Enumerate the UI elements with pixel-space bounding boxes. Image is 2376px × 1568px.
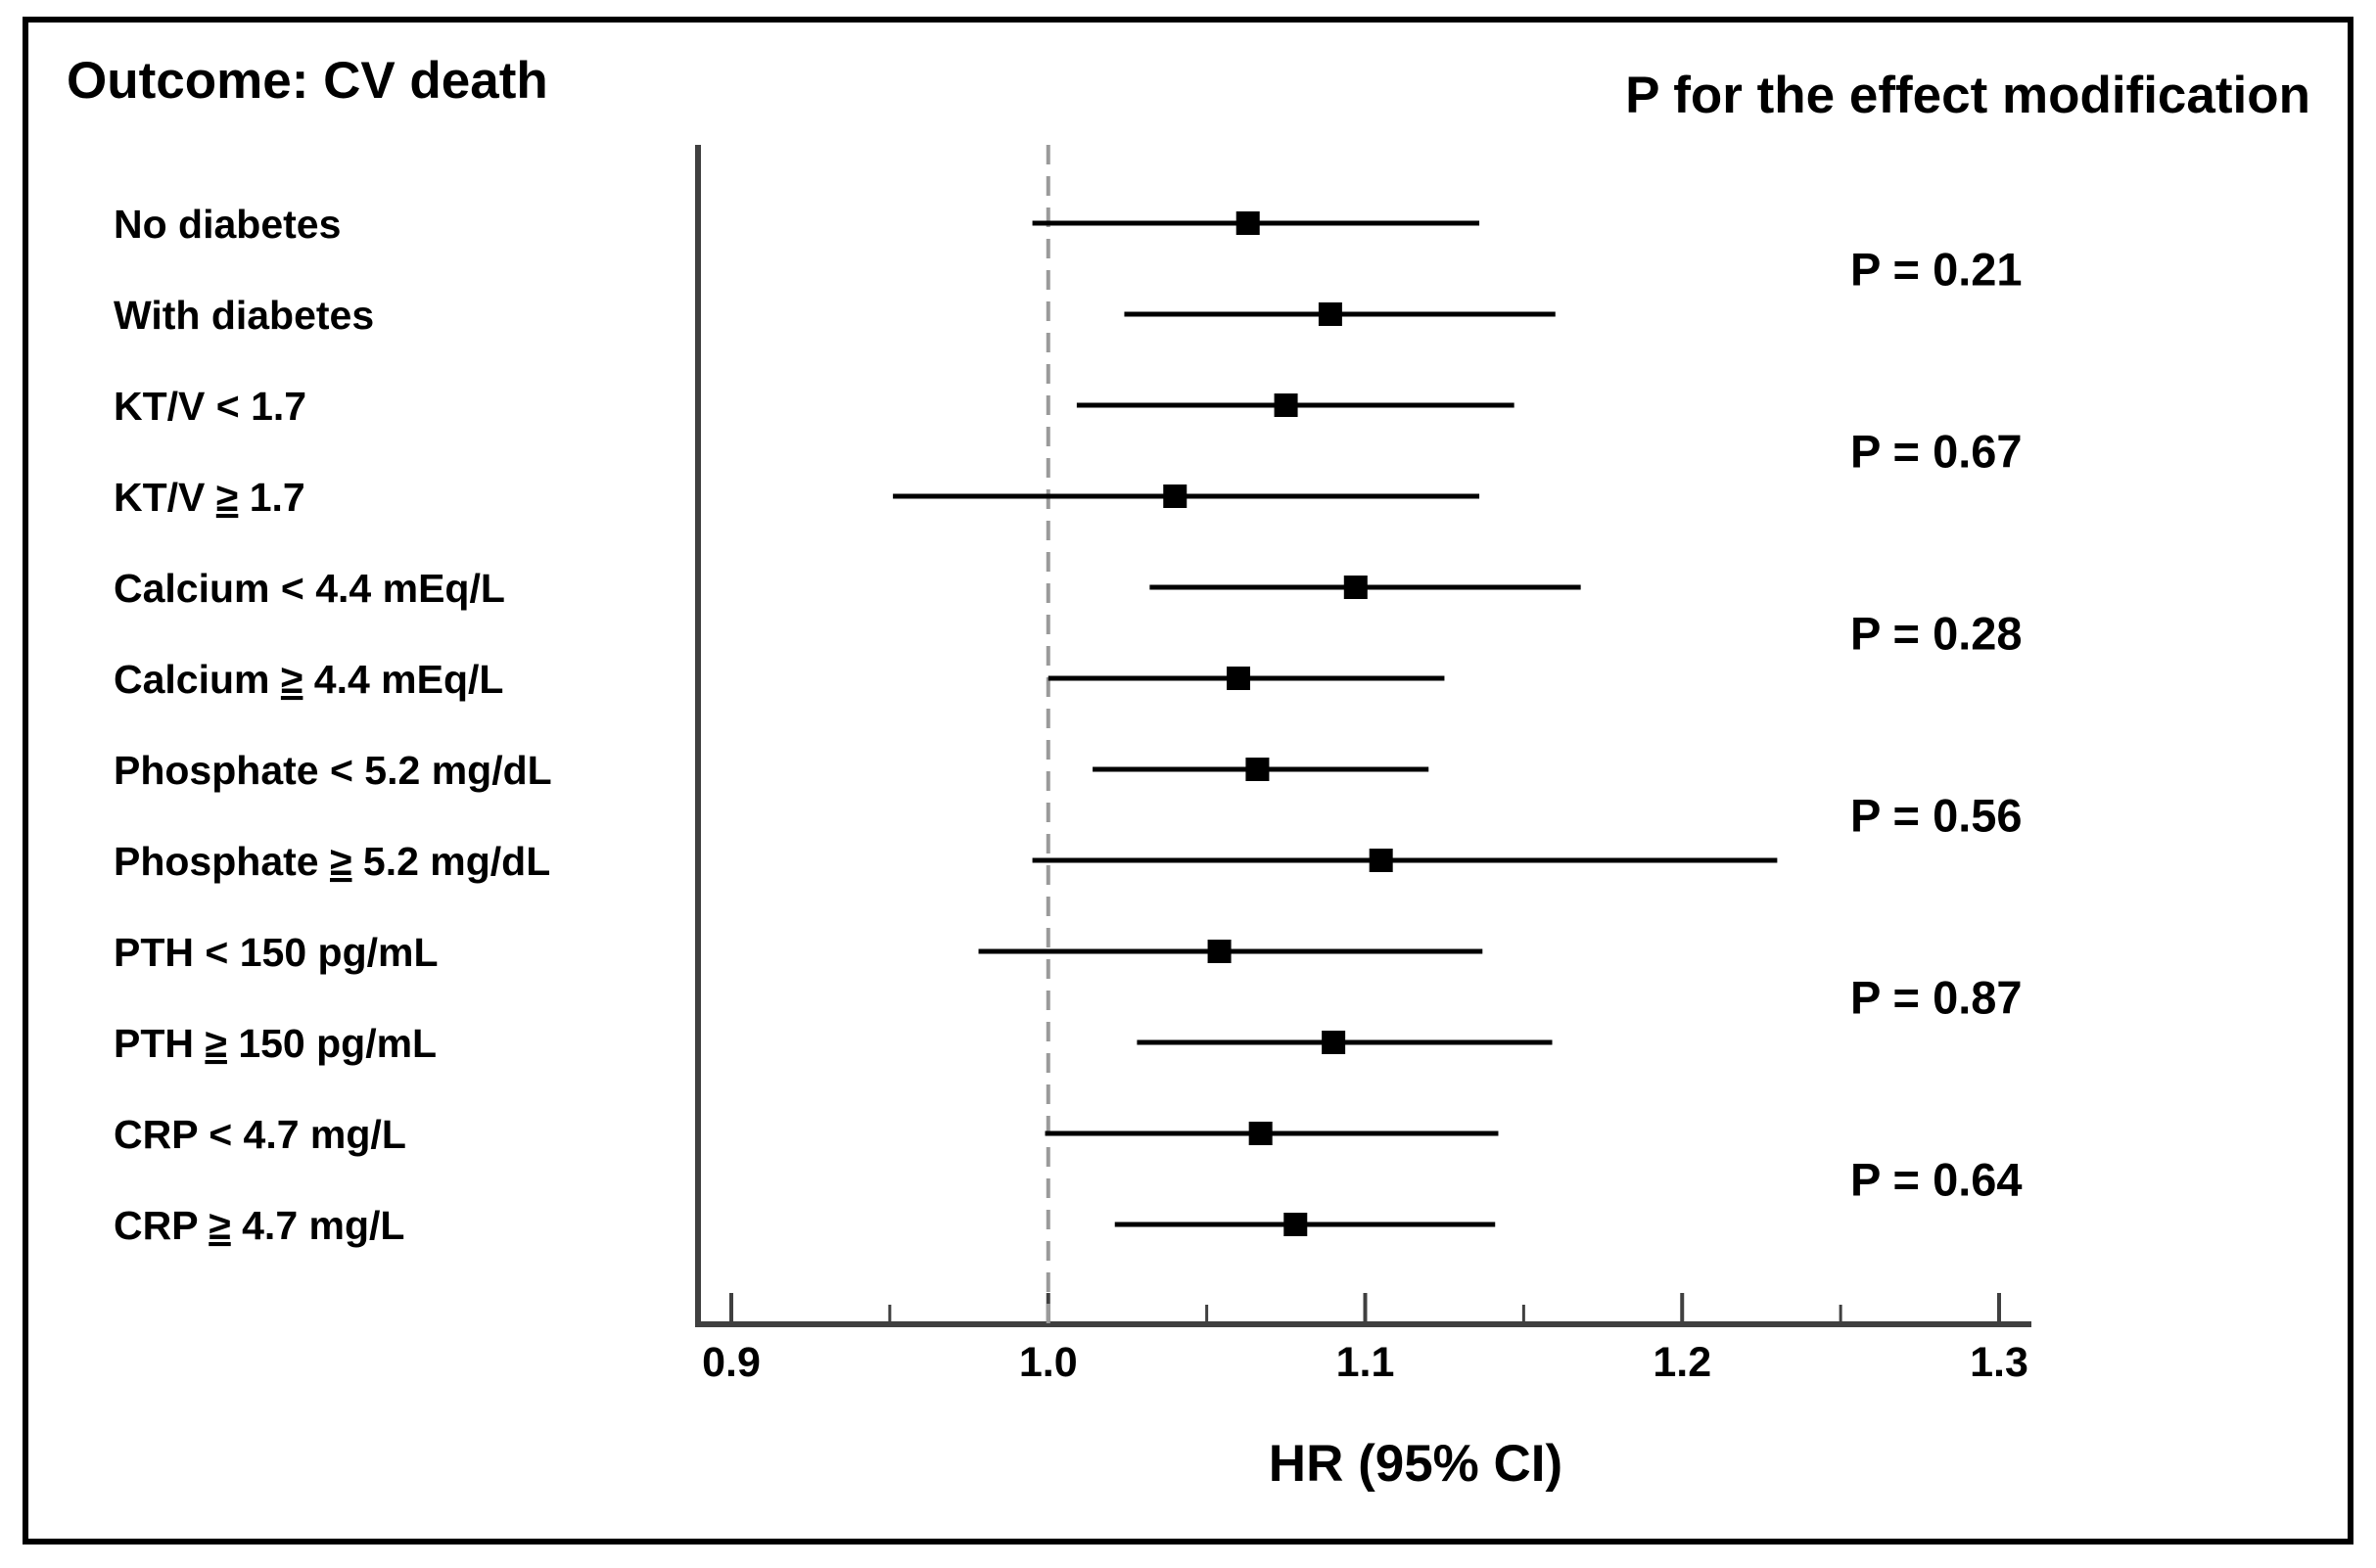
x-tick-label: 0.9 <box>702 1339 761 1386</box>
x-axis-label: HR (95% CI) <box>1269 1435 1562 1493</box>
row-label-part: 4.7 mg/L <box>231 1203 405 1248</box>
hr-marker-9 <box>1322 1031 1346 1054</box>
x-tick-label: 1.3 <box>1970 1339 2028 1386</box>
hr-marker-6 <box>1245 758 1270 781</box>
row-label: PTH < 150 pg/mL <box>114 930 439 975</box>
hr-marker-0 <box>1235 211 1260 235</box>
hr-marker-11 <box>1283 1213 1308 1236</box>
hr-marker-8 <box>1207 940 1232 963</box>
hr-marker-1 <box>1318 302 1342 326</box>
hr-marker-2 <box>1274 393 1298 417</box>
row-label-part: 150 pg/mL <box>227 1021 437 1066</box>
hr-marker-7 <box>1369 849 1393 872</box>
row-label: KT/V < 1.7 <box>114 384 306 429</box>
row-label-part: Calcium < 4.4 mEq/L <box>114 566 505 611</box>
p-values: P = 0.21 P = 0.67 P = 0.28 P = 0.56 P = 0.87… <box>1850 244 2023 1206</box>
row-label-part: KT/V < 1.7 <box>114 384 306 429</box>
row-label: Calcium ≥ 4.4 mEq/L <box>114 657 503 702</box>
p-value-4: P = 0.87 <box>1850 972 2023 1024</box>
x-axis-ticks: 0.9 1.0 1.1 1.2 1.3 <box>702 1293 2028 1386</box>
hr-marker-5 <box>1227 667 1250 690</box>
forest-rows: No diabetes With diabetes KT/V < 1.7 KT/V ≥… <box>114 202 1778 1248</box>
hr-marker-4 <box>1343 576 1368 599</box>
row-label-part: PTH < 150 pg/mL <box>114 930 439 975</box>
row-label: KT/V ≥ 1.7 <box>114 475 305 520</box>
row-label-part: KT/V <box>114 475 216 520</box>
row-label-part: ≥ <box>281 657 303 702</box>
p-value-1: P = 0.67 <box>1850 426 2023 478</box>
hr-marker-3 <box>1163 484 1188 508</box>
row-label: Phosphate < 5.2 mg/dL <box>114 748 552 793</box>
figure-border <box>23 17 2353 1545</box>
p-value-3: P = 0.56 <box>1850 790 2023 842</box>
x-tick-label: 1.0 <box>1019 1339 1078 1386</box>
row-label: CRP ≥ 4.7 mg/L <box>114 1203 404 1248</box>
row-label-part: Calcium <box>114 657 281 702</box>
row-label: PTH ≥ 150 pg/mL <box>114 1021 437 1066</box>
row-label-part: CRP <box>114 1203 209 1248</box>
row-label-part: No diabetes <box>114 202 341 247</box>
row-label-part: PTH <box>114 1021 205 1066</box>
hr-marker-10 <box>1248 1122 1273 1145</box>
row-label-part: 1.7 <box>238 475 304 520</box>
row-label-part: With diabetes <box>114 293 374 338</box>
p-value-2: P = 0.28 <box>1850 608 2023 660</box>
row-label: CRP < 4.7 mg/L <box>114 1112 406 1157</box>
p-value-5: P = 0.64 <box>1850 1154 2023 1206</box>
row-label: No diabetes <box>114 202 341 247</box>
row-label-part: ≥ <box>205 1021 227 1066</box>
row-label-part: ≥ <box>216 475 239 520</box>
row-label-part: Phosphate < 5.2 mg/dL <box>114 748 552 793</box>
row-label: With diabetes <box>114 293 374 338</box>
row-label-part: 5.2 mg/dL <box>352 839 551 884</box>
p-value-0: P = 0.21 <box>1850 244 2023 296</box>
row-label: Calcium < 4.4 mEq/L <box>114 566 505 611</box>
p-header: P for the effect modification <box>1625 67 2310 124</box>
row-label: Phosphate ≥ 5.2 mg/dL <box>114 839 550 884</box>
row-label-part: Phosphate <box>114 839 330 884</box>
row-label-part: ≥ <box>330 839 352 884</box>
x-tick-label: 1.1 <box>1336 1339 1395 1386</box>
chart-title: Outcome: CV death <box>67 52 548 110</box>
row-label-part: CRP < 4.7 mg/L <box>114 1112 406 1157</box>
x-tick-label: 1.2 <box>1653 1339 1711 1386</box>
row-label-part: ≥ <box>209 1203 231 1248</box>
row-label-part: 4.4 mEq/L <box>303 657 503 702</box>
